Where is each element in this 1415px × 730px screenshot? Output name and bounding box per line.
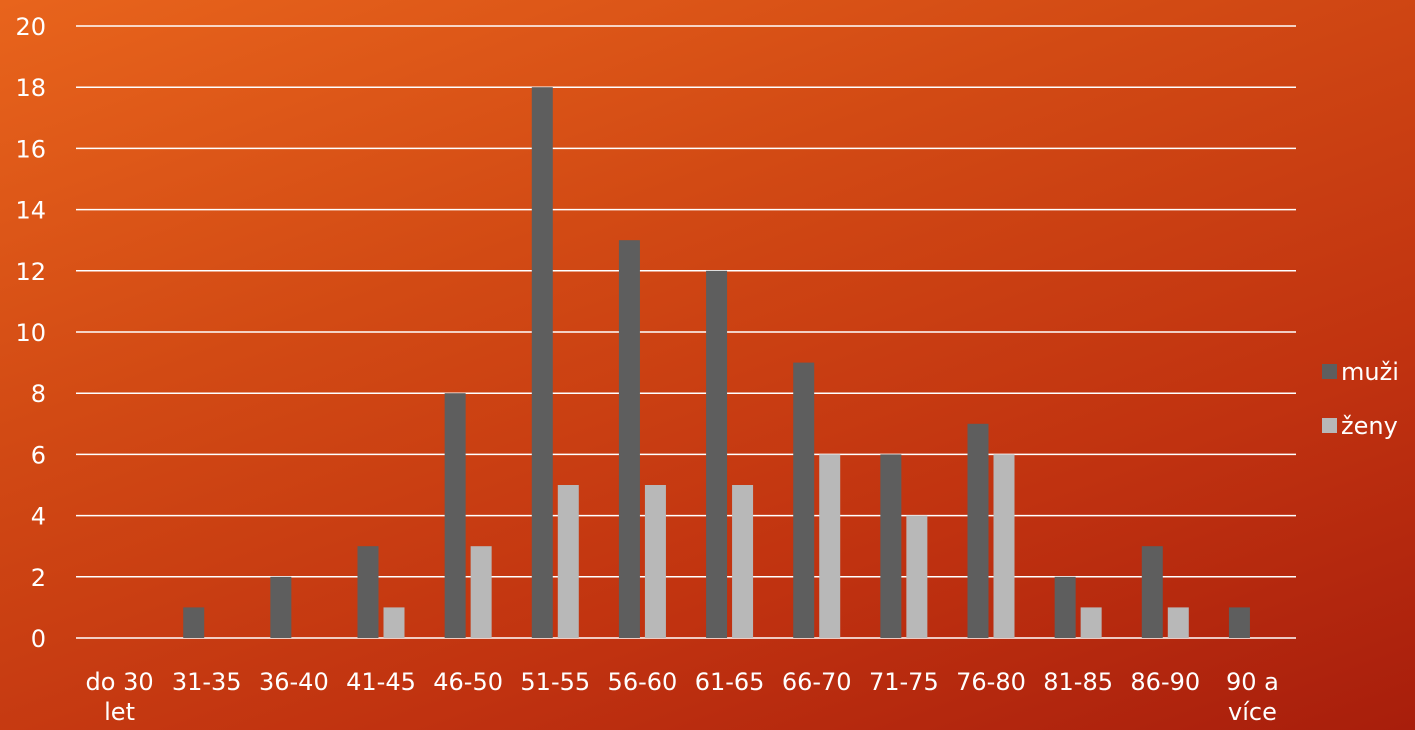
legend-swatch-muzi [1322,364,1337,379]
legend-swatch-zeny [1322,418,1337,433]
bar-zeny-12 [1167,607,1189,638]
y-tick-label: 14 [15,197,46,225]
bar-muzi-4 [444,393,466,638]
bar-zeny-6 [644,485,666,638]
bar-muzi-8 [793,362,815,638]
bar-zeny-9 [906,515,928,638]
bar-muzi-11 [1054,576,1076,638]
bar-muzi-6 [618,240,640,638]
y-tick-label: 4 [31,503,46,531]
x-tick-label: do 30 let [86,668,154,726]
legend-label-muzi: muži [1341,358,1399,386]
gridlines [76,25,1296,639]
x-tick-label: 41-45 [346,668,416,696]
y-tick-label: 16 [15,135,46,163]
legend: muži ženy [1322,358,1399,440]
bar-zeny-3 [383,607,405,638]
bar-muzi-9 [880,454,902,638]
x-tick-label: 66-70 [782,668,852,696]
x-tick-label: 46-50 [433,668,503,696]
x-tick-label: 86-90 [1130,668,1200,696]
bar-zeny-5 [557,485,579,638]
y-tick-label: 6 [31,441,46,469]
x-tick-label: 71-75 [869,668,939,696]
bars [183,87,1250,638]
x-tick-label: 90 a více [1226,668,1279,726]
bar-zeny-11 [1080,607,1102,638]
bar-muzi-2 [270,576,292,638]
y-tick-label: 18 [15,74,46,102]
x-tick-label: 81-85 [1043,668,1113,696]
bar-zeny-7 [732,485,754,638]
x-axis-labels: do 30 let 31-35 36-40 41-45 46-50 51-55 56-60 61… [86,668,1279,726]
x-tick-label: 31-35 [172,668,242,696]
bar-muzi-3 [357,546,379,638]
bar-muzi-5 [531,87,553,638]
x-tick-label: 61-65 [695,668,765,696]
bar-zeny-8 [819,454,841,638]
y-axis-ticks: 0 2 4 6 8 10 12 14 16 18 20 [15,13,46,653]
bar-muzi-10 [967,423,989,638]
y-tick-label: 0 [31,625,46,653]
x-tick-label: 36-40 [259,668,329,696]
bar-muzi-12 [1141,546,1163,638]
x-tick-label: 56-60 [608,668,678,696]
bar-muzi-1 [183,607,205,638]
bar-muzi-7 [706,270,728,638]
bar-muzi-13 [1228,607,1250,638]
x-tick-label: 76-80 [956,668,1026,696]
legend-label-zeny: ženy [1341,412,1398,440]
y-tick-label: 12 [15,258,46,286]
bar-zeny-4 [470,546,492,638]
bar-zeny-10 [993,454,1015,638]
x-tick-label: 51-55 [520,668,590,696]
y-tick-label: 8 [31,380,46,408]
y-tick-label: 20 [15,13,46,41]
y-tick-label: 2 [31,564,46,592]
y-tick-label: 10 [15,319,46,347]
